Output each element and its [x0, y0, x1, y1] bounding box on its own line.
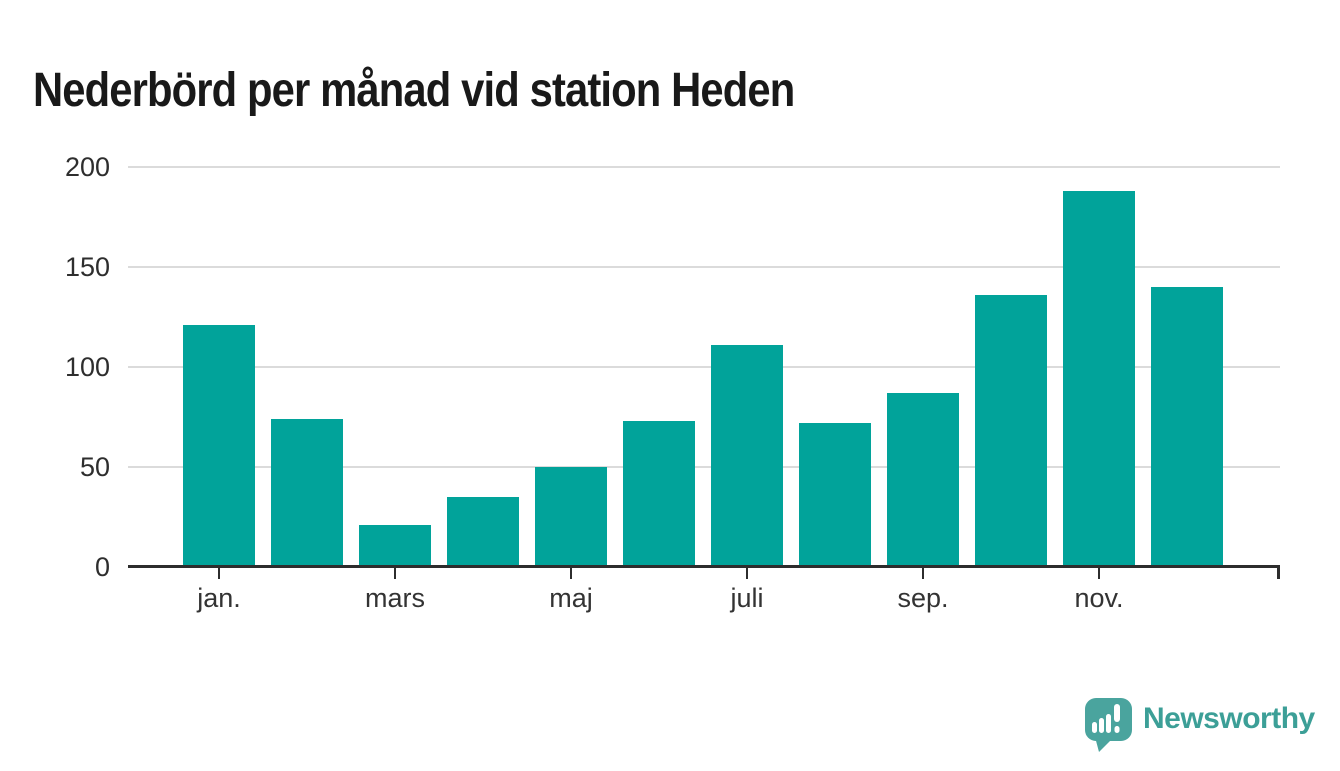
y-tick-label-50: 50 [79, 452, 110, 482]
x-tick-label-mars: mars [365, 583, 425, 613]
newsworthy-logo: Newsworthy [1084, 697, 1315, 753]
gridline-150 [128, 266, 1280, 268]
newsworthy-logo-icon [1085, 698, 1132, 752]
y-tick-label-150: 150 [64, 252, 110, 282]
bar-juni [623, 421, 695, 567]
bar-sep [887, 393, 959, 567]
x-tick-label-sep: sep. [897, 583, 949, 613]
bar-okt [975, 295, 1047, 567]
bar-jan [183, 325, 255, 567]
x-tick-mars [394, 567, 396, 579]
x-tick-label-nov: nov. [1074, 583, 1124, 613]
gridline-50 [128, 466, 1280, 468]
plot-area: 0 50 100 150 200 jan. mars maj juli sep. nov. [64, 152, 1280, 613]
bar-apr [447, 497, 519, 567]
x-tick-label-jan: jan. [197, 583, 241, 613]
bar-dec [1151, 287, 1223, 567]
newsworthy-logo-text: Newsworthy [1143, 702, 1315, 735]
x-tick-maj [570, 567, 572, 579]
y-tick-label-200: 200 [64, 152, 110, 182]
chart-title: Nederbörd per månad vid station Heden [33, 64, 795, 118]
x-tick-nov [1098, 567, 1100, 579]
x-tick-jan [218, 567, 220, 579]
x-tick-juli [746, 567, 748, 579]
bar-feb [271, 419, 343, 567]
x-tick-sep [922, 567, 924, 579]
x-tick-label-juli: juli [730, 583, 764, 613]
x-axis-end-cap [1277, 565, 1280, 579]
bar-nov [1063, 191, 1135, 567]
gridline-200 [128, 166, 1280, 168]
x-tick-label-maj: maj [549, 583, 593, 613]
x-axis-line [128, 565, 1280, 568]
bar-aug [799, 423, 871, 567]
bar-juli [711, 345, 783, 567]
bar-maj [535, 467, 607, 567]
y-tick-label-100: 100 [64, 352, 110, 382]
bar-mars [359, 525, 431, 567]
gridline-100 [128, 366, 1280, 368]
y-tick-label-0: 0 [94, 552, 110, 582]
